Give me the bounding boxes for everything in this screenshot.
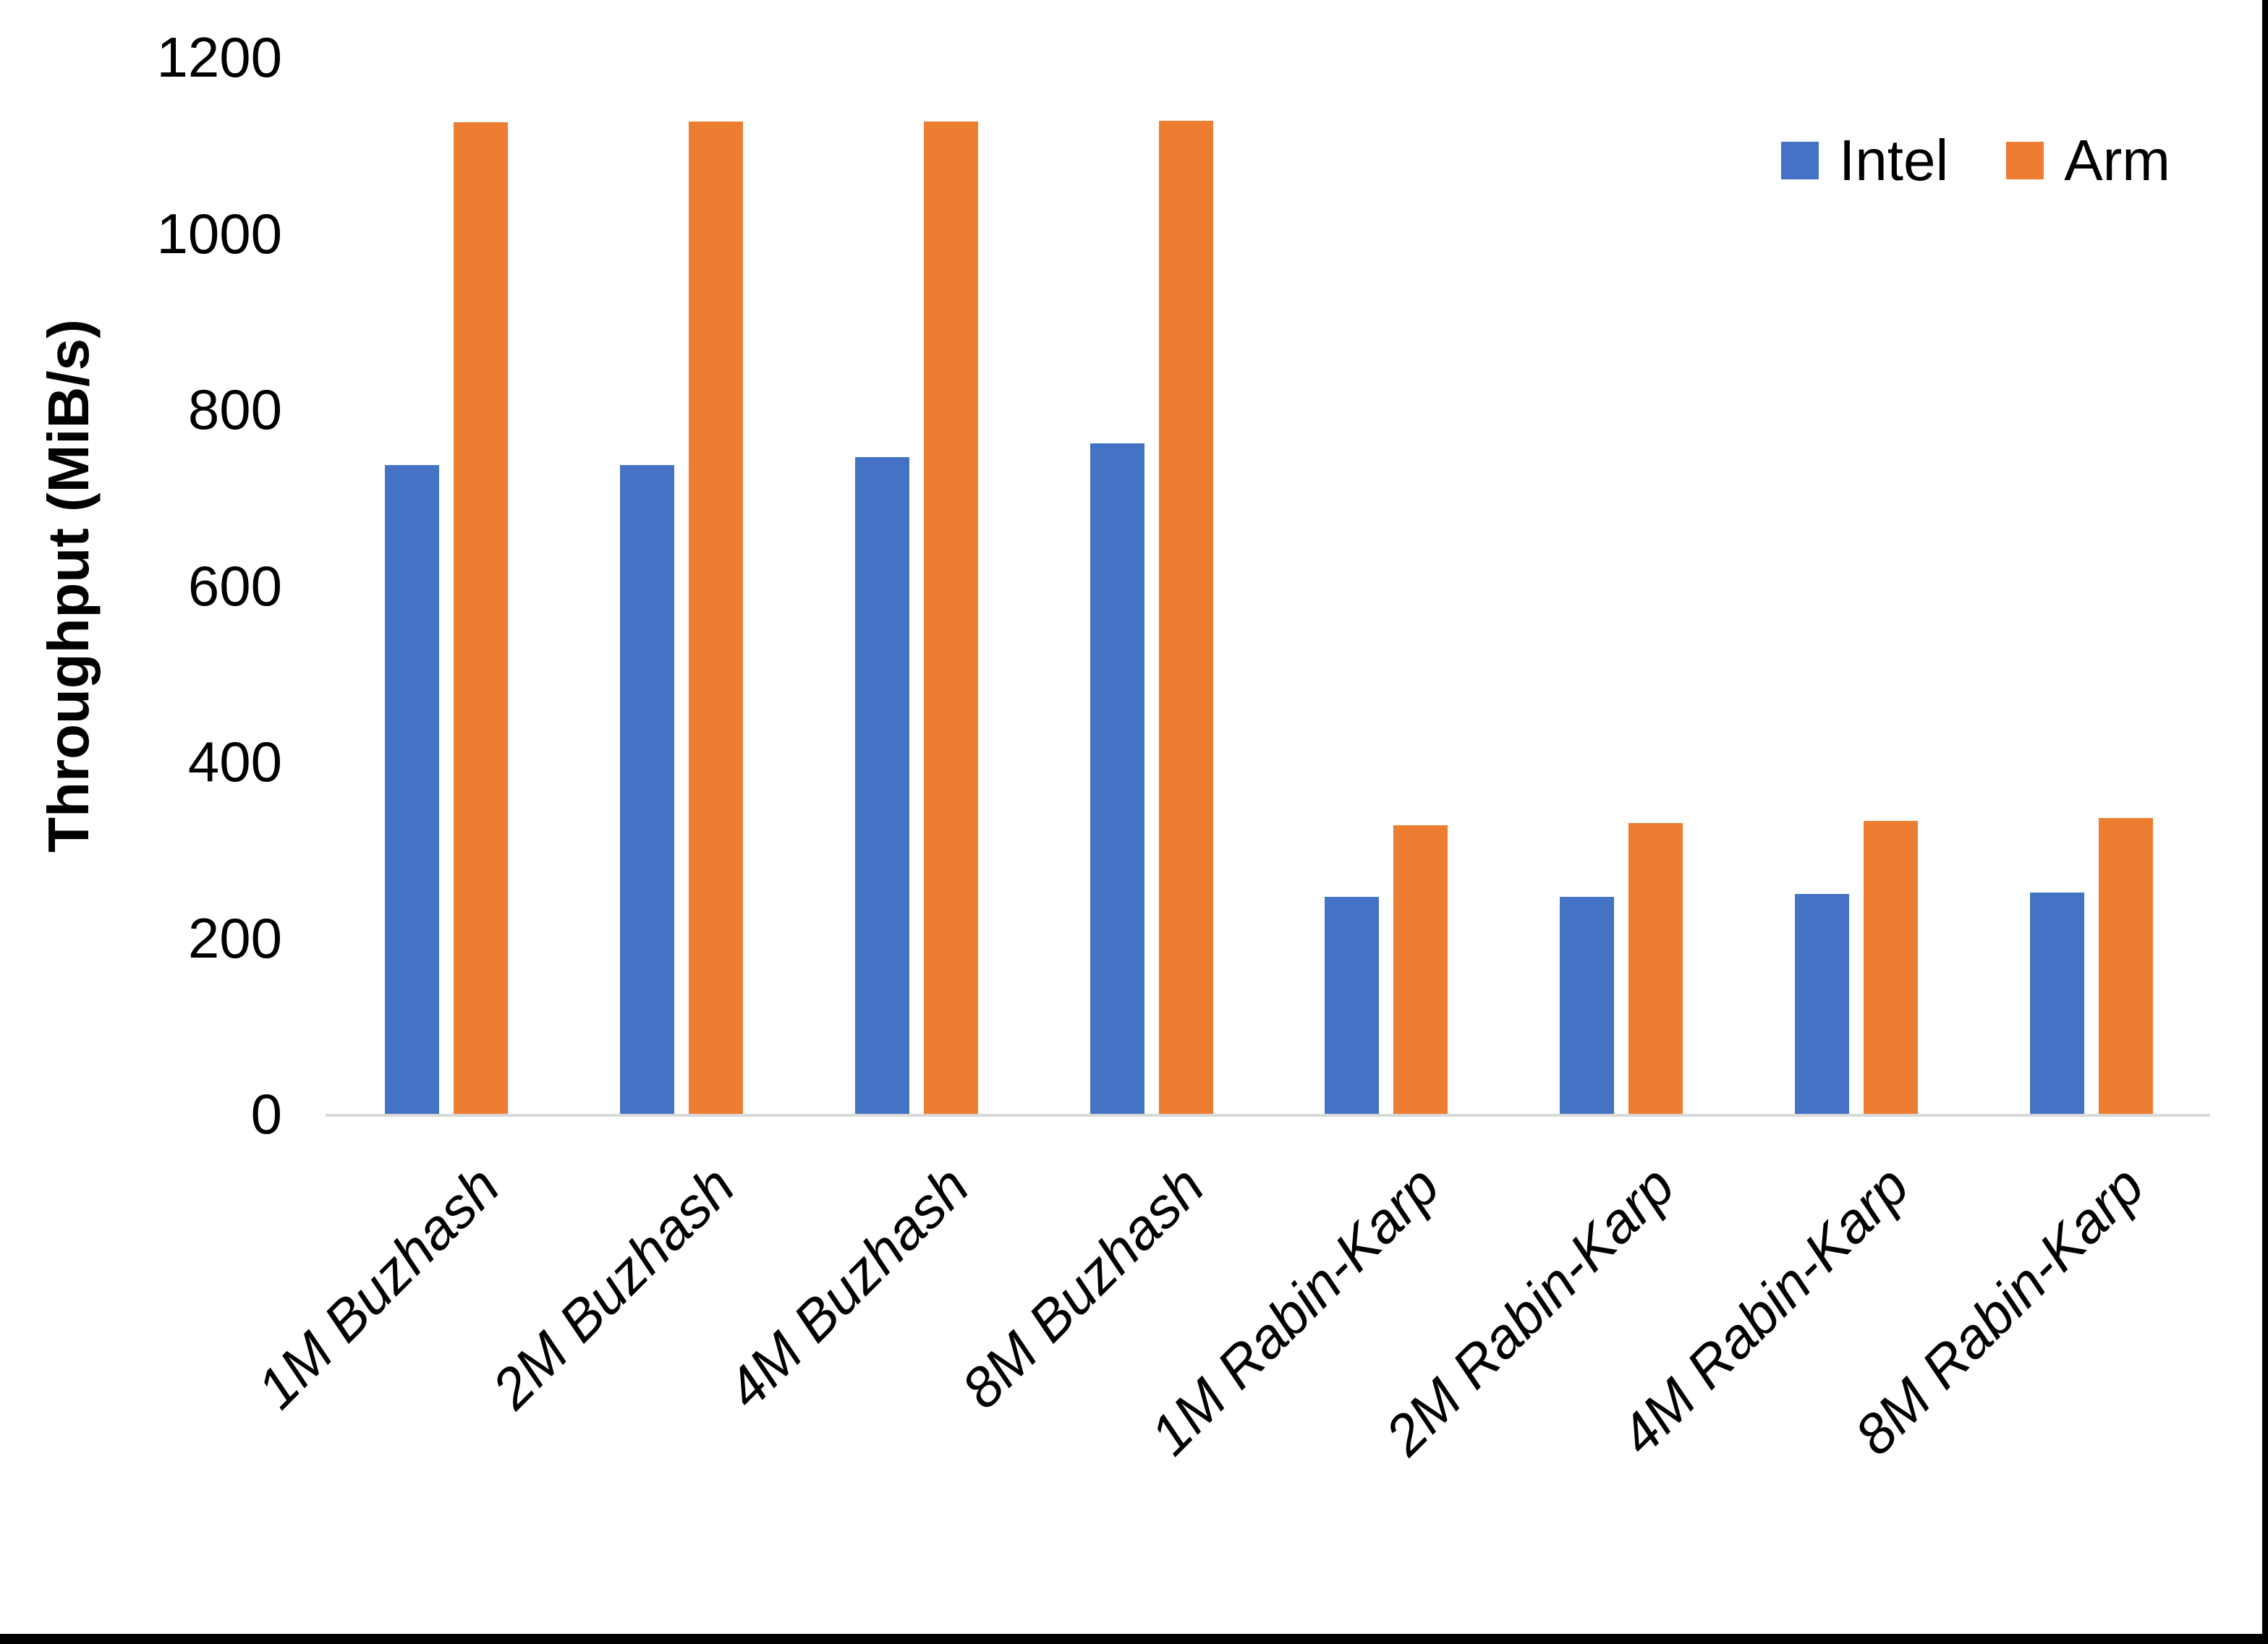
bar-intel-2m-buzhash — [620, 465, 675, 1114]
x-axis-label: 2M Buzhash — [479, 1154, 747, 1421]
bar-intel-4m-buzhash — [854, 457, 909, 1114]
y-tick-label: 600 — [187, 553, 282, 618]
plot-area — [329, 57, 2209, 1114]
x-axis-label: 4M Buzhash — [714, 1154, 982, 1421]
bar-intel-4m-rabin-karp — [1794, 894, 1849, 1114]
bar-arm-8m-buzhash — [1158, 121, 1213, 1114]
bar-intel-1m-rabin-karp — [1325, 897, 1380, 1114]
x-axis-line — [326, 1114, 2210, 1117]
y-tick-label: 1000 — [156, 201, 282, 265]
bar-intel-2m-rabin-karp — [1560, 897, 1615, 1114]
right-border — [2262, 0, 2268, 1644]
bar-intel-1m-buzhash — [385, 465, 440, 1114]
bar-arm-4m-rabin-karp — [1863, 821, 1918, 1114]
legend-item-arm: Arm — [2006, 132, 2170, 189]
bar-arm-1m-rabin-karp — [1393, 825, 1448, 1114]
bar-intel-8m-buzhash — [1090, 443, 1144, 1114]
bar-arm-8m-rabin-karp — [2098, 818, 2153, 1114]
y-tick-label: 0 — [250, 1082, 282, 1146]
legend-item-intel: Intel — [1781, 132, 1948, 189]
bar-group — [564, 57, 799, 1114]
legend-swatch-intel — [1781, 142, 1819, 179]
legend-label: Arm — [2064, 128, 2170, 192]
bar-group — [1739, 57, 1974, 1114]
y-tick-label: 1200 — [156, 25, 282, 89]
bar-arm-2m-buzhash — [689, 122, 744, 1114]
bar-arm-4m-buzhash — [923, 122, 978, 1114]
bar-intel-8m-rabin-karp — [2029, 893, 2084, 1114]
x-axis-label: 1M Buzhash — [244, 1154, 511, 1421]
y-tick-label: 800 — [187, 378, 282, 441]
bar-group — [1269, 57, 1504, 1114]
legend-label: Intel — [1839, 128, 1949, 192]
bottom-border — [0, 1634, 2268, 1644]
bar-group — [1974, 57, 2209, 1114]
x-axis-label: 8M Buzhash — [949, 1154, 1217, 1421]
y-tick-label: 400 — [187, 730, 282, 793]
bar-arm-1m-buzhash — [454, 122, 509, 1114]
bar-group — [1504, 57, 1739, 1114]
bar-group — [1034, 57, 1269, 1114]
legend-swatch-arm — [2006, 142, 2044, 179]
legend: Intel Arm — [1781, 132, 2170, 189]
bar-group — [799, 57, 1035, 1114]
y-tick-label: 200 — [187, 906, 282, 970]
bar-group — [329, 57, 564, 1114]
bar-arm-2m-rabin-karp — [1628, 823, 1683, 1114]
